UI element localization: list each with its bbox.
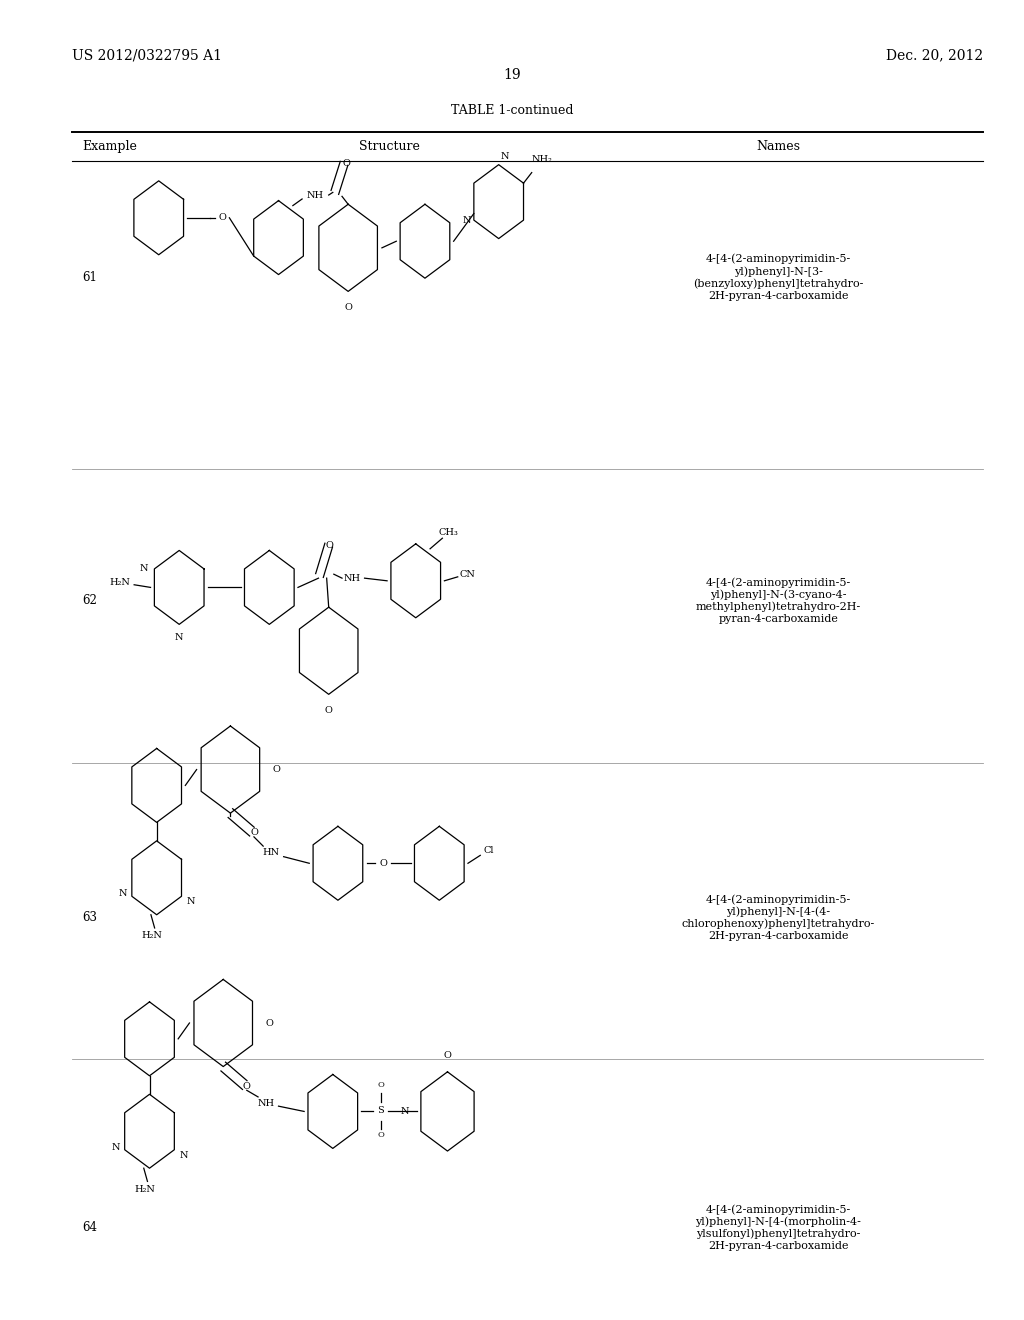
Text: O: O (218, 214, 226, 222)
Text: CN: CN (459, 570, 475, 578)
Text: TABLE 1-continued: TABLE 1-continued (451, 104, 573, 117)
Text: Structure: Structure (358, 140, 420, 153)
Text: 4-[4-(2-aminopyrimidin-5-
yl)phenyl]-N-[4-(morpholin-4-
ylsulfonyl)phenyl]tetrah: 4-[4-(2-aminopyrimidin-5- yl)phenyl]-N-[… (695, 1204, 861, 1251)
Text: N: N (140, 565, 148, 573)
Text: O: O (443, 1052, 452, 1060)
Text: HN: HN (263, 849, 280, 857)
Text: O: O (326, 541, 334, 549)
Text: O: O (250, 829, 258, 837)
Text: N: N (179, 1151, 187, 1159)
Text: NH: NH (307, 190, 324, 199)
Text: H₂N: H₂N (110, 578, 130, 586)
Text: O: O (379, 859, 387, 867)
Text: N: N (119, 890, 127, 898)
Text: O: O (342, 158, 350, 168)
Text: N: N (463, 215, 471, 224)
Text: Example: Example (82, 140, 137, 153)
Text: 4-[4-(2-aminopyrimidin-5-
yl)phenyl]-N-(3-cyano-4-
methylphenyl)tetrahydro-2H-
p: 4-[4-(2-aminopyrimidin-5- yl)phenyl]-N-(… (695, 577, 861, 624)
Text: Dec. 20, 2012: Dec. 20, 2012 (886, 49, 983, 62)
Text: 63: 63 (82, 911, 97, 924)
Text: O: O (243, 1082, 251, 1090)
Text: 61: 61 (82, 271, 97, 284)
Text: NH₂: NH₂ (531, 154, 552, 164)
Text: 64: 64 (82, 1221, 97, 1234)
Text: Names: Names (757, 140, 800, 153)
Text: 4-[4-(2-aminopyrimidin-5-
yl)phenyl]-N-[3-
(benzyloxy)phenyl]tetrahydro-
2H-pyra: 4-[4-(2-aminopyrimidin-5- yl)phenyl]-N-[… (693, 253, 863, 301)
Text: O: O (344, 302, 352, 312)
Text: N: N (400, 1107, 409, 1115)
Text: NH: NH (344, 574, 360, 582)
Text: NH: NH (258, 1100, 274, 1107)
Text: H₂N: H₂N (141, 932, 162, 940)
Text: N: N (112, 1143, 120, 1151)
Text: O: O (272, 766, 281, 774)
Text: US 2012/0322795 A1: US 2012/0322795 A1 (72, 49, 221, 62)
Text: N: N (501, 152, 509, 161)
Text: 19: 19 (503, 69, 521, 82)
Text: Cl: Cl (483, 846, 494, 854)
Text: 62: 62 (82, 594, 97, 607)
Text: O: O (265, 1019, 273, 1027)
Text: S: S (378, 1106, 384, 1114)
Text: CH₃: CH₃ (438, 528, 459, 537)
Text: 4-[4-(2-aminopyrimidin-5-
yl)phenyl]-N-[4-(4-
chlorophenoxy)phenyl]tetrahydro-
2: 4-[4-(2-aminopyrimidin-5- yl)phenyl]-N-[… (682, 894, 874, 941)
Text: O: O (378, 1081, 384, 1089)
Text: H₂N: H₂N (134, 1185, 155, 1193)
Text: N: N (186, 898, 195, 906)
Text: N: N (175, 634, 183, 642)
Text: O: O (378, 1131, 384, 1139)
Text: O: O (325, 706, 333, 714)
